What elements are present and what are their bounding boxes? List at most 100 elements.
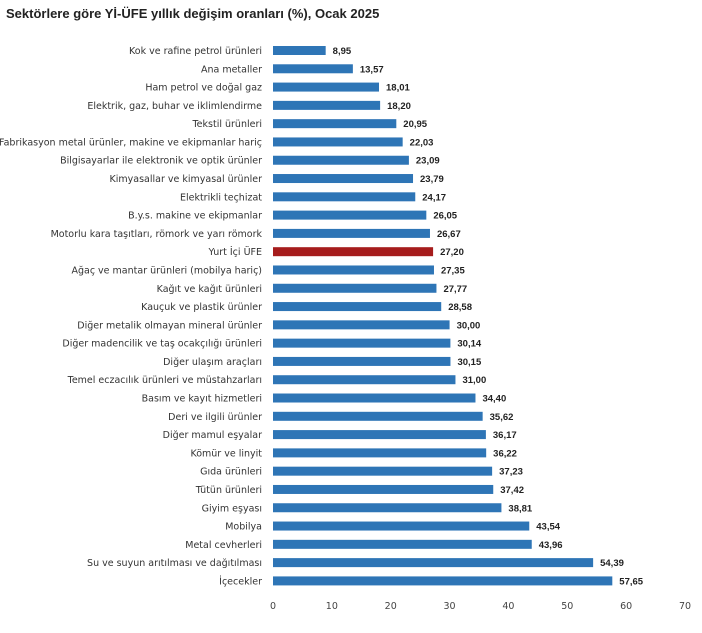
value-label: 23,09 xyxy=(416,156,440,167)
bar xyxy=(273,174,414,184)
category-label: Metal cevherleri xyxy=(185,540,262,551)
bar xyxy=(273,521,530,531)
category-label: Deri ve ilgili ürünler xyxy=(168,412,262,423)
category-label: Basım ve kayıt hizmetleri xyxy=(142,394,262,405)
value-label: 27,20 xyxy=(440,247,464,258)
category-label: Bilgisayarlar ile elektronik ve optik ür… xyxy=(60,156,262,167)
category-label: Gıda ürünleri xyxy=(200,467,262,478)
value-label: 24,17 xyxy=(422,192,446,203)
category-label: Ağaç ve mantar ürünleri (mobilya hariç) xyxy=(71,265,262,276)
value-label: 26,67 xyxy=(437,229,461,240)
category-label: Giyim eşyası xyxy=(202,503,262,514)
x-tick-label: 60 xyxy=(620,601,632,612)
bar xyxy=(273,46,326,55)
bar xyxy=(273,411,483,421)
value-label: 57,65 xyxy=(619,576,643,587)
value-label: 27,35 xyxy=(441,265,465,276)
value-label: 30,14 xyxy=(457,339,481,350)
value-label: 30,00 xyxy=(457,320,481,331)
bar xyxy=(273,265,434,275)
bar xyxy=(273,430,486,440)
category-label: Kimyasallar ve kimyasal ürünler xyxy=(110,174,263,185)
bar xyxy=(273,484,494,494)
x-tick-label: 40 xyxy=(502,601,514,612)
bar xyxy=(273,338,451,348)
value-label: 43,54 xyxy=(536,522,560,533)
x-tick-label: 10 xyxy=(326,601,338,612)
bar xyxy=(273,320,450,330)
x-tick-label: 30 xyxy=(444,601,456,612)
category-labels: Kok ve rafine petrol ürünleri Ana metalle… xyxy=(0,46,262,587)
category-label: Kağıt ve kağıt ürünleri xyxy=(157,284,262,295)
bar xyxy=(273,137,403,147)
category-label: Kauçuk ve plastik ürünler xyxy=(141,302,262,313)
category-label: Kömür ve linyit xyxy=(190,448,262,459)
category-label: Su ve suyun arıtılması ve dağıtılması xyxy=(87,558,262,569)
value-label: 30,15 xyxy=(457,357,481,368)
category-label: Tütün ürünleri xyxy=(195,485,262,496)
x-tick-label: 70 xyxy=(679,601,691,612)
value-label: 38,81 xyxy=(508,503,532,514)
bar xyxy=(273,119,397,129)
bar xyxy=(273,558,594,568)
category-label: Diğer madencilik ve taş ocakçılığı ürünl… xyxy=(62,339,262,350)
category-label: Diğer mamul eşyalar xyxy=(163,430,262,441)
value-label: 22,03 xyxy=(410,137,434,148)
value-label: 34,40 xyxy=(482,394,506,405)
value-label: 28,58 xyxy=(448,302,472,313)
bar xyxy=(273,210,427,220)
bar xyxy=(273,283,437,293)
bar xyxy=(273,82,380,92)
category-label: Mobilya xyxy=(225,522,262,533)
bar xyxy=(273,100,381,110)
bar xyxy=(273,448,487,458)
value-label: 35,62 xyxy=(490,412,514,423)
category-label: Kok ve rafine petrol ürünleri xyxy=(129,46,262,57)
value-label: 20,95 xyxy=(403,119,427,130)
bar xyxy=(273,192,416,202)
bar xyxy=(273,302,442,312)
bar xyxy=(273,466,493,476)
category-label: Ana metaller xyxy=(201,64,262,75)
bar-highlight xyxy=(273,247,434,257)
x-axis: 0 10 20 30 40 50 60 70 xyxy=(270,601,691,612)
bar xyxy=(273,393,476,403)
value-label: 23,79 xyxy=(420,174,444,185)
category-label: Yurt İçi ÜFE xyxy=(208,247,263,258)
value-label: 18,01 xyxy=(386,83,410,94)
bar xyxy=(273,155,409,165)
bar xyxy=(273,539,532,549)
value-label: 36,17 xyxy=(493,430,517,441)
bar xyxy=(273,375,456,385)
bar xyxy=(273,228,430,238)
value-label: 43,96 xyxy=(539,540,563,551)
bars xyxy=(273,46,613,586)
bar xyxy=(273,576,613,586)
x-tick-label: 50 xyxy=(561,601,573,612)
value-label: 37,23 xyxy=(499,467,523,478)
category-label: Tekstil ürünleri xyxy=(191,119,262,130)
bar xyxy=(273,64,353,74)
value-label: 54,39 xyxy=(600,558,624,569)
category-label: Ham petrol ve doğal gaz xyxy=(145,83,262,94)
value-label: 8,95 xyxy=(333,46,352,57)
value-label: 27,77 xyxy=(443,284,467,295)
value-label: 36,22 xyxy=(493,448,517,459)
category-label: İçecekler xyxy=(219,576,262,587)
x-tick-label: 20 xyxy=(385,601,397,612)
chart-title: Sektörlere göre Yİ-ÜFE yıllık değişim or… xyxy=(6,6,380,21)
x-tick-label: 0 xyxy=(270,601,276,612)
value-label: 13,57 xyxy=(360,64,384,75)
category-label: Motorlu kara taşıtları, römork ve yarı r… xyxy=(51,229,263,240)
category-label: B.y.s. makine ve ekipmanlar xyxy=(128,211,262,222)
bar xyxy=(273,356,451,366)
value-label: 31,00 xyxy=(462,375,486,386)
category-label: Elektrik, gaz, buhar ve iklimlendirme xyxy=(87,101,262,112)
category-label: Elektrikli teçhizat xyxy=(180,192,262,203)
value-label: 37,42 xyxy=(500,485,524,496)
category-label: Fabrikasyon metal ürünler, makine ve eki… xyxy=(0,137,262,148)
value-label: 18,20 xyxy=(387,101,411,112)
category-label: Diğer metalik olmayan mineral ürünler xyxy=(77,320,262,331)
